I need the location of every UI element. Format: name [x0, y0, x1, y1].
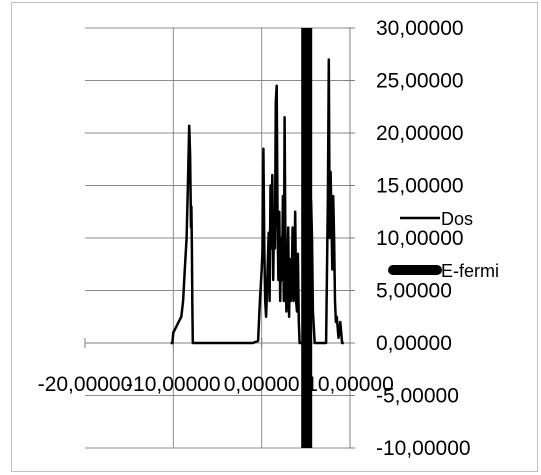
y-tick-label-1: 25,00000: [376, 70, 464, 93]
x-tick-label-1: -10,00000: [126, 373, 221, 396]
y-tick-label-5: 5,00000: [376, 280, 452, 303]
y-tick-label-7: -5,00000: [376, 385, 459, 408]
y-tick-labels: 30,00000 25,00000 20,00000 15,00000 10,00000…: [376, 17, 471, 460]
y-tick-label-3: 15,00000: [376, 175, 464, 198]
x-tick-label-3: 10,00000: [306, 373, 394, 396]
chart-frame: [11, 2, 538, 472]
legend-efermi-label: E-fermi: [441, 261, 499, 281]
legend-dos-label: Dos: [441, 209, 473, 229]
y-tick-label-6: 0,00000: [376, 332, 452, 355]
series-lines: [170, 28, 344, 448]
y-tick-label-4: 10,00000: [376, 227, 464, 250]
y-tick-label-0: 30,00000: [376, 17, 464, 40]
legend: Dos E-fermi: [388, 209, 499, 281]
x-tick-labels: -20,00000-10,00000 0,00000 10,00000: [38, 373, 394, 396]
x-tick-label-0: -20,00000: [38, 373, 133, 396]
x-tick-label-2: 0,00000: [224, 373, 300, 396]
y-tick-label-8: -10,00000: [376, 437, 471, 460]
y-tick-label-2: 20,00000: [376, 122, 464, 145]
series-line-dos: [170, 58, 344, 345]
